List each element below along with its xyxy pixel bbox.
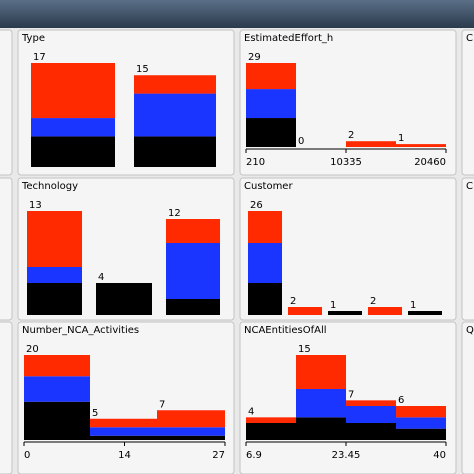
axis-label: 27: [212, 450, 225, 461]
axis-label: 23.45: [332, 450, 361, 461]
bar-segment: [248, 283, 282, 315]
bar-segment: [134, 75, 216, 94]
bar-segment: [346, 400, 396, 406]
bar-count: 2: [290, 296, 296, 307]
bar-segment: [396, 144, 446, 147]
bar-segment: [346, 141, 396, 147]
panel-title: Q: [466, 325, 474, 336]
bar-count: 7: [159, 399, 165, 410]
bar-count: 29: [248, 52, 261, 63]
bar-segment: [24, 355, 90, 377]
axis-label: 6.9: [246, 450, 262, 461]
bar-count: 4: [248, 406, 254, 417]
bar-count: 15: [136, 64, 149, 75]
bar-segment: [288, 307, 322, 315]
bar-count: 7: [348, 389, 354, 400]
panel-title: C: [466, 33, 473, 44]
window-header: [0, 0, 474, 28]
bar-segment: [346, 423, 396, 440]
bar-segment: [166, 299, 220, 315]
panel-title: Number_NCA_Activities: [22, 325, 139, 336]
bar-segment: [246, 89, 296, 119]
bar-segment: [248, 243, 282, 283]
bar-count: 1: [398, 133, 404, 144]
bar-count: 15: [298, 344, 311, 355]
bar-count: 1: [330, 300, 336, 311]
panel-title: NCAEntitiesOfAll: [244, 325, 327, 336]
bar-count: 2: [348, 130, 354, 141]
bar-segment: [246, 118, 296, 147]
bar-segment: [246, 63, 296, 90]
bar-segment: [248, 211, 282, 243]
panel-partial: [0, 29, 13, 176]
bar-segment: [396, 417, 446, 429]
panel-title: EstimatedEffort_h: [244, 33, 333, 44]
bar-count: 20: [26, 344, 39, 355]
bar-segment: [31, 118, 115, 137]
bar-segment: [368, 307, 402, 315]
bar-count: 6: [398, 395, 404, 406]
bar-segment: [296, 389, 346, 418]
axis-label: 40: [433, 450, 446, 461]
bar-segment: [346, 406, 396, 423]
bar-segment: [27, 283, 82, 315]
panel-title: Technology: [21, 181, 78, 192]
bar-segment: [31, 63, 115, 119]
bar-segment: [27, 211, 82, 267]
bar-segment: [134, 136, 216, 167]
panel-title: Customer: [244, 181, 293, 192]
bar-segment: [296, 417, 346, 440]
bar-count: 4: [98, 272, 104, 283]
bar-segment: [134, 93, 216, 137]
bar-segment: [396, 428, 446, 440]
bar-segment: [246, 423, 296, 440]
bar-segment: [31, 136, 115, 167]
bar-segment: [396, 406, 446, 418]
panel-title: Type: [21, 33, 45, 44]
bar-segment: [246, 417, 296, 423]
axis-label: 0: [24, 450, 30, 461]
bar-count: 5: [92, 408, 98, 419]
bar-segment: [157, 427, 225, 436]
panel: [239, 177, 457, 321]
bar-count: 2: [370, 296, 376, 307]
bar-segment: [96, 283, 152, 315]
panel-title: C: [466, 181, 473, 192]
bar-segment: [166, 243, 220, 299]
panel-partial: [461, 321, 474, 474]
panel-partial: [461, 29, 474, 176]
bar-segment: [27, 267, 82, 283]
bar-segment: [24, 376, 90, 402]
panel-partial: [0, 321, 13, 474]
bar-count: 0: [298, 136, 304, 147]
bar-count: 26: [250, 200, 263, 211]
bar-segment: [90, 435, 157, 440]
bar-segment: [24, 401, 90, 440]
axis-label: 14: [118, 450, 131, 461]
axis-label: 20460: [414, 157, 446, 168]
bar-segment: [328, 311, 362, 315]
axis-label: 210: [246, 157, 265, 168]
bar-segment: [157, 410, 225, 428]
bar-segment: [166, 219, 220, 243]
panel-partial: [0, 177, 13, 321]
bar-count: 17: [33, 52, 46, 63]
axis-label: 10335: [330, 157, 362, 168]
bar-segment: [296, 355, 346, 389]
bar-segment: [90, 427, 157, 436]
bar-segment: [408, 311, 442, 315]
panel-partial: [461, 177, 474, 321]
bar-segment: [157, 435, 225, 440]
bar-count: 12: [168, 208, 181, 219]
bar-count: 13: [29, 200, 42, 211]
bar-segment: [90, 418, 157, 428]
bar-count: 1: [410, 300, 416, 311]
